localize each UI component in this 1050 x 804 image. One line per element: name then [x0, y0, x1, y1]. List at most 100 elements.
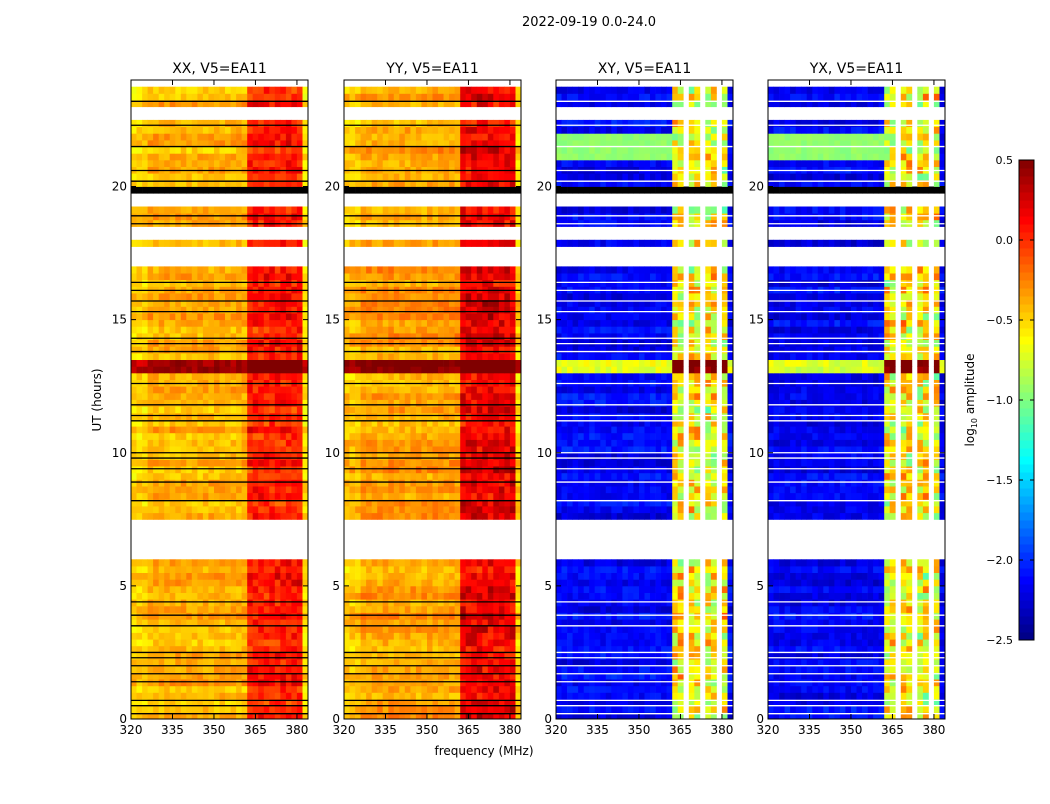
heatmap-cell — [269, 426, 275, 433]
heatmap-cell — [410, 313, 416, 320]
heatmap-cell — [220, 459, 226, 466]
heatmap-cell — [186, 652, 192, 659]
heatmap-cell — [214, 439, 220, 446]
heatmap-cell — [186, 586, 192, 593]
heatmap-cell — [137, 599, 143, 606]
heatmap-cell — [449, 213, 455, 220]
heatmap-cell — [471, 606, 477, 613]
heatmap-cell — [460, 479, 466, 486]
heatmap-cell — [192, 706, 198, 713]
heatmap-cell — [416, 506, 422, 513]
heatmap-cell — [242, 373, 248, 380]
heatmap-cell — [220, 293, 226, 300]
heatmap-cell — [427, 686, 433, 693]
heatmap-cell — [197, 366, 203, 373]
heatmap-cell — [253, 692, 259, 699]
heatmap-cell — [186, 313, 192, 320]
heatmap-cell — [247, 213, 253, 220]
heatmap-cell — [186, 459, 192, 466]
heatmap-cell — [488, 393, 494, 400]
heatmap-cell — [504, 566, 510, 573]
heatmap-cell — [377, 613, 383, 620]
heatmap-cell — [137, 240, 143, 247]
heatmap-cell — [208, 406, 214, 413]
heatmap-cell — [510, 599, 516, 606]
heatmap-cell — [482, 433, 488, 440]
heatmap-cell — [504, 306, 510, 313]
heatmap-cell — [208, 679, 214, 686]
heatmap-cell — [208, 413, 214, 420]
heatmap-cell — [344, 213, 350, 220]
heatmap-cell — [444, 626, 450, 633]
heatmap-cell — [493, 706, 499, 713]
heatmap-cell — [203, 426, 209, 433]
heatmap-cell — [197, 293, 203, 300]
heatmap-cell — [208, 326, 214, 333]
heatmap-cell — [482, 346, 488, 353]
heatmap-cell — [482, 373, 488, 380]
heatmap-cell — [366, 280, 372, 287]
heatmap-cell — [438, 633, 444, 640]
heatmap-cell — [410, 306, 416, 313]
heatmap-cell — [410, 386, 416, 393]
heatmap-cell — [286, 127, 292, 134]
heatmap-cell — [247, 686, 253, 693]
heatmap-cell — [510, 566, 516, 573]
heatmap-cell — [203, 593, 209, 600]
heatmap-cell — [175, 127, 181, 134]
heatmap-cell — [203, 639, 209, 646]
heatmap-cell — [159, 639, 165, 646]
heatmap-cell — [388, 626, 394, 633]
heatmap-cell — [142, 599, 148, 606]
heatmap-cell — [383, 586, 389, 593]
heatmap-cell — [131, 686, 137, 693]
heatmap-cell — [131, 320, 137, 327]
heatmap-cell — [372, 606, 378, 613]
heatmap-cell — [264, 666, 270, 673]
heatmap-cell — [159, 426, 165, 433]
heatmap-cell — [225, 466, 231, 473]
heatmap-cell — [510, 459, 516, 466]
heatmap-cell — [137, 566, 143, 573]
heatmap-cell — [488, 293, 494, 300]
heatmap-cell — [220, 213, 226, 220]
heatmap-cell — [192, 187, 198, 194]
heatmap-cell — [269, 706, 275, 713]
heatmap-cell — [504, 586, 510, 593]
heatmap-cell — [460, 353, 466, 360]
heatmap-cell — [208, 207, 214, 214]
heatmap-cell — [181, 93, 187, 100]
heatmap-cell — [275, 187, 281, 194]
heatmap-cell — [247, 147, 253, 154]
heatmap-cell — [264, 466, 270, 473]
heatmap-cell — [372, 393, 378, 400]
heatmap-cell — [186, 293, 192, 300]
heatmap-cell — [350, 433, 356, 440]
heatmap-cell — [286, 353, 292, 360]
heatmap-cell — [383, 393, 389, 400]
heatmap-cell — [449, 160, 455, 167]
heatmap-cell — [488, 692, 494, 699]
heatmap-cell — [388, 613, 394, 620]
heatmap-cell — [344, 280, 350, 287]
heatmap-cell — [153, 87, 159, 94]
heatmap-cell — [131, 573, 137, 580]
heatmap-cell — [499, 453, 505, 460]
heatmap-cell — [186, 360, 192, 367]
heatmap-cell — [148, 639, 154, 646]
heatmap-cell — [269, 313, 275, 320]
heatmap-cell — [488, 147, 494, 154]
heatmap-cell — [258, 173, 264, 180]
heatmap-cell — [510, 273, 516, 280]
heatmap-cell — [444, 313, 450, 320]
heatmap-cell — [493, 493, 499, 500]
heatmap-cell — [438, 686, 444, 693]
heatmap-cell — [236, 633, 242, 640]
heatmap-cell — [416, 320, 422, 327]
heatmap-cell — [410, 406, 416, 413]
heatmap-cell — [366, 413, 372, 420]
heatmap-cell — [372, 413, 378, 420]
heatmap-cell — [280, 473, 286, 480]
heatmap-cell — [231, 706, 237, 713]
heatmap-cell — [186, 147, 192, 154]
